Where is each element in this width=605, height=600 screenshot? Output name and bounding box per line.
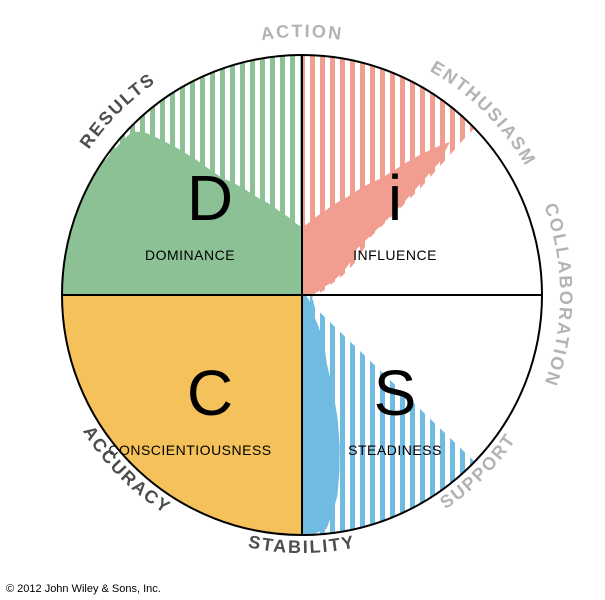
quadrant-letter-i: i <box>388 162 402 234</box>
ring-label: CHALLENGE <box>0 0 8 4</box>
quadrant-label-i: INFLUENCE <box>353 247 437 263</box>
quadrant-letter-C: C <box>187 357 233 429</box>
copyright: © 2012 John Wiley & Sons, Inc. <box>6 583 161 595</box>
quadrant-letter-S: S <box>374 357 417 429</box>
quadrant-C <box>62 295 302 535</box>
quadrant-letter-D: D <box>187 162 233 234</box>
quadrant-blob <box>62 295 302 535</box>
disc-diagram: D DOMINANCE i INFLUENCE C CONSCIENTIOUSNESS SS… <box>0 0 605 600</box>
quadrant-label-S: STEADINESS <box>348 442 442 458</box>
ring-label: COLLABORATION <box>540 200 576 389</box>
quadrant-label-C: CONSCIENTIOUSNESS <box>108 442 271 458</box>
ring-label: ACTION <box>260 21 345 44</box>
quadrant-label-D: DOMINANCE <box>145 247 235 263</box>
